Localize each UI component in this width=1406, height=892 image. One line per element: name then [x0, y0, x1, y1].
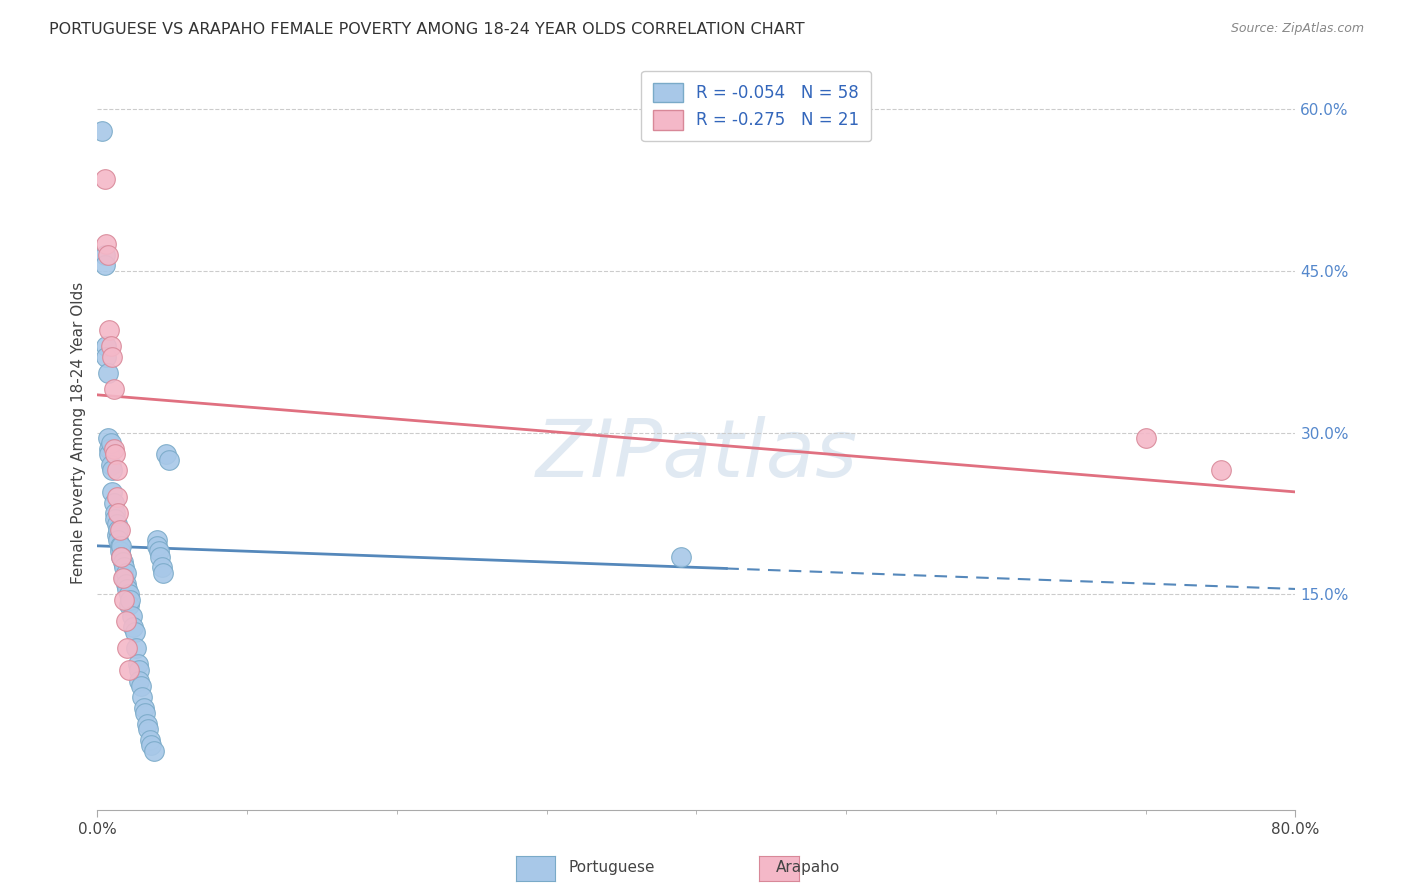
Point: [108, 544, 131, 558]
Point: [139, 733, 162, 747]
Text: PORTUGUESE VS ARAPAHO FEMALE POVERTY AMONG 18-24 YEAR OLDS CORRELATION CHART: PORTUGUESE VS ARAPAHO FEMALE POVERTY AMO…: [49, 22, 804, 37]
Point: [155, 447, 177, 461]
Point: [94, 172, 117, 186]
Point: [108, 539, 131, 553]
Point: [134, 706, 156, 720]
Point: [104, 447, 127, 461]
Text: Arapaho: Arapaho: [776, 861, 841, 875]
Point: [111, 571, 134, 585]
Point: [128, 673, 150, 688]
Point: [114, 576, 136, 591]
Point: [132, 700, 155, 714]
Y-axis label: Female Poverty Among 18-24 Year Olds: Female Poverty Among 18-24 Year Olds: [72, 282, 86, 583]
Point: [157, 452, 180, 467]
Point: [141, 739, 163, 753]
Point: [149, 549, 172, 564]
Point: [121, 609, 143, 624]
Point: [107, 523, 129, 537]
Point: [98, 323, 121, 337]
Point: [671, 549, 693, 564]
Point: [112, 571, 135, 585]
Point: [118, 587, 141, 601]
Point: [114, 566, 136, 580]
Point: [122, 620, 145, 634]
Point: [125, 641, 148, 656]
Point: [97, 431, 120, 445]
Point: [96, 236, 118, 251]
Point: [124, 625, 146, 640]
Point: [105, 528, 128, 542]
Point: [108, 523, 131, 537]
Text: ZIPatlas: ZIPatlas: [536, 417, 858, 494]
Point: [152, 566, 174, 580]
Point: [97, 366, 120, 380]
Point: [136, 722, 159, 736]
Point: [111, 555, 134, 569]
Point: [112, 592, 135, 607]
Text: Portuguese: Portuguese: [568, 861, 655, 875]
Point: [129, 679, 152, 693]
Point: [98, 447, 121, 461]
Point: [110, 549, 132, 564]
Point: [131, 690, 153, 704]
Point: [1209, 463, 1232, 477]
Point: [118, 663, 141, 677]
Point: [101, 350, 124, 364]
Point: [135, 716, 157, 731]
Text: Source: ZipAtlas.com: Source: ZipAtlas.com: [1230, 22, 1364, 36]
Point: [100, 458, 122, 472]
Point: [100, 339, 122, 353]
Point: [105, 491, 128, 505]
Point: [127, 657, 149, 672]
Point: [104, 512, 127, 526]
Point: [105, 517, 128, 532]
Point: [112, 560, 135, 574]
Point: [118, 598, 141, 612]
Point: [94, 259, 117, 273]
Point: [105, 463, 128, 477]
Point: [107, 507, 129, 521]
Point: [110, 549, 132, 564]
Point: [98, 442, 121, 456]
Point: [100, 436, 122, 450]
Point: [148, 544, 170, 558]
Point: [97, 247, 120, 261]
Point: [117, 582, 139, 596]
Point: [90, 123, 112, 137]
Point: [104, 507, 127, 521]
Point: [107, 533, 129, 548]
Point: [103, 496, 125, 510]
Point: [110, 539, 132, 553]
Point: [146, 533, 169, 548]
Point: [120, 592, 142, 607]
Point: [94, 247, 117, 261]
Point: [101, 463, 124, 477]
Point: [96, 339, 118, 353]
Point: [96, 350, 118, 364]
Point: [103, 383, 125, 397]
Point: [146, 539, 169, 553]
Point: [117, 641, 139, 656]
Point: [103, 442, 125, 456]
Point: [114, 615, 136, 629]
Point: [143, 744, 166, 758]
Legend: R = -0.054   N = 58, R = -0.275   N = 21: R = -0.054 N = 58, R = -0.275 N = 21: [641, 71, 872, 141]
Point: [150, 560, 173, 574]
Point: [128, 663, 150, 677]
Point: [101, 484, 124, 499]
Point: [1135, 431, 1157, 445]
